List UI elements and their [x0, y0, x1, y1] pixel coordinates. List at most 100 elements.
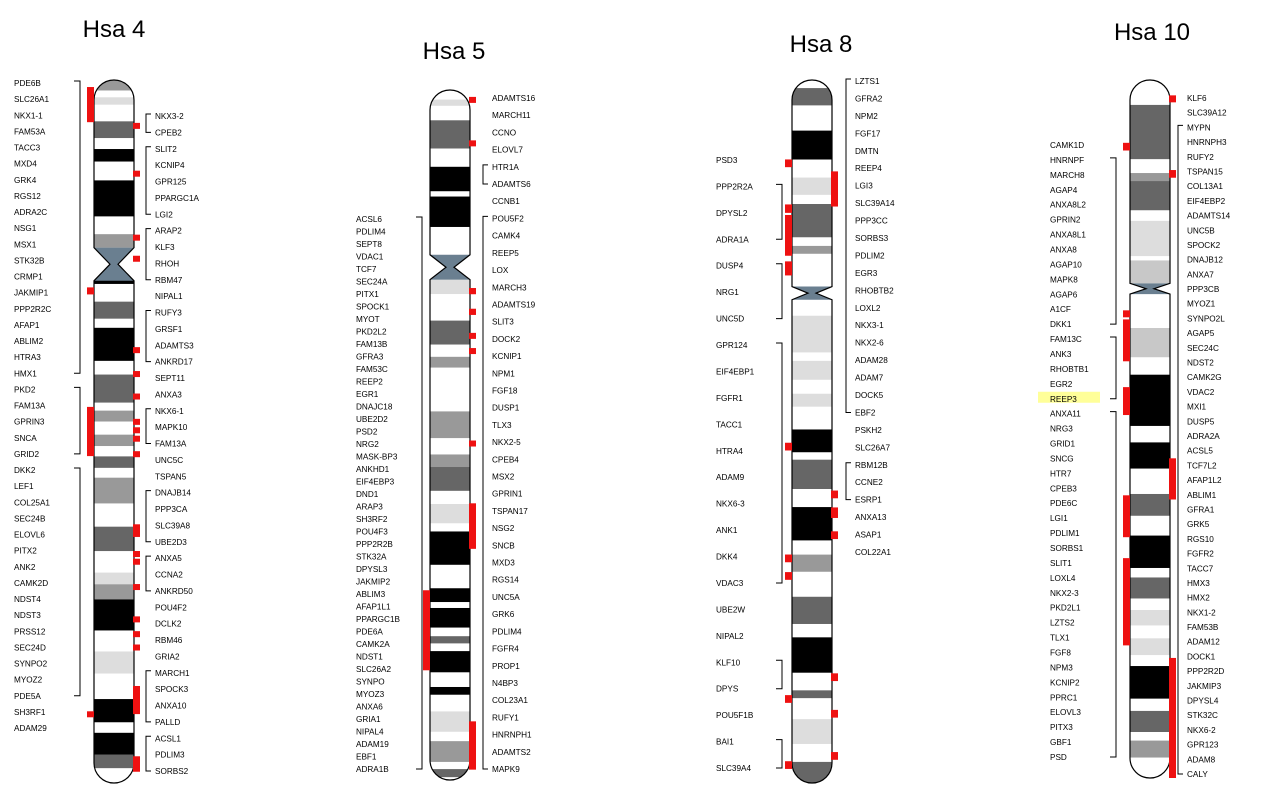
gene-label-left: CAMK2A: [356, 640, 390, 649]
gene-label-left: HTR7: [1050, 469, 1072, 478]
chromosome-band: [94, 456, 134, 469]
gene-label-right: SORBS3: [855, 234, 889, 243]
gene-label-left: HMX1: [14, 369, 37, 378]
chromosome-band: [792, 698, 832, 720]
gene-label-left: ELOVL3: [1050, 708, 1081, 717]
chromosome-band: [1130, 442, 1170, 469]
gene-label-right: ANXA5: [155, 554, 182, 563]
locus-marker-right: [1169, 95, 1176, 103]
gene-label-right: KCNIP4: [155, 161, 185, 170]
gene-label-left: FAM13B: [356, 340, 388, 349]
gene-label-left: NIPAL2: [716, 632, 744, 641]
gene-label-left: KCNIP2: [1050, 678, 1080, 687]
gene-label-right: ADAMTS6: [492, 180, 531, 189]
chromosome-band: [94, 754, 134, 769]
gene-label-right: TSPAN15: [1187, 167, 1223, 176]
gene-label-left: ANXA8L2: [1050, 201, 1086, 210]
gene-label-right: POU5F2: [492, 214, 524, 223]
gene-bracket: [145, 310, 151, 363]
gene-label-right: MYOZ1: [1187, 300, 1216, 309]
gene-label-right: MARCH1: [155, 669, 190, 678]
gene-label-right: NPM1: [492, 369, 515, 378]
gene-bracket: [776, 342, 783, 584]
gene-label-left: SNCG: [1050, 454, 1074, 463]
locus-marker-left: [785, 761, 792, 769]
gene-label-right: NKX1-2: [1187, 608, 1216, 617]
chromosome-band: [1130, 625, 1170, 639]
locus-marker-left: [785, 695, 792, 703]
gene-label-left: EGR2: [1050, 380, 1073, 389]
locus-marker-right: [133, 418, 140, 425]
chromosome-band: [792, 637, 832, 673]
chromosome-band: [792, 80, 832, 89]
gene-label-right: CPEB2: [155, 128, 182, 137]
gene-label-left: NKX6-3: [716, 500, 745, 509]
locus-marker-right: [1169, 458, 1176, 500]
gene-label-right: TLX3: [492, 421, 512, 430]
gene-label-right: SPOCK2: [1187, 241, 1221, 250]
locus-marker-right: [133, 170, 140, 177]
locus-marker-left: [1123, 142, 1130, 151]
locus-marker-left: [785, 204, 792, 213]
gene-label-right: HTR1A: [492, 163, 519, 172]
gene-label-right: LOXL2: [855, 304, 881, 313]
locus-marker-right: [469, 308, 476, 315]
gene-label-left: PDLIM4: [356, 228, 386, 237]
chromosome-band: [430, 777, 470, 780]
gene-label-left: GPRIN3: [14, 418, 45, 427]
gene-bracket: [145, 113, 151, 133]
gene-label-right: RBM47: [155, 276, 183, 285]
chromosome-band: [1130, 357, 1170, 375]
gene-label-right: SLC39A8: [155, 521, 190, 530]
chromosome-band: [94, 374, 134, 403]
locus-marker-right: [133, 122, 140, 129]
gene-label-left: ELOVL6: [14, 531, 45, 540]
chromosome-title-hsa10: Hsa 10: [1114, 19, 1190, 46]
chromosome-band: [94, 90, 134, 98]
chromosome-band: [430, 504, 470, 524]
gene-label-left: SPOCK1: [356, 303, 390, 312]
gene-label-right: FAM53B: [1187, 623, 1219, 632]
gene-label-left: A1CF: [1050, 305, 1071, 314]
chromosome-hsa10-group: Hsa 10: [1114, 19, 1190, 46]
locus-marker-left: [785, 442, 792, 451]
chromosome-band: [94, 434, 134, 447]
gene-label-right: MAPK10: [155, 423, 188, 432]
chromosome-band: [94, 630, 134, 652]
gene-label-right: RHOH: [155, 259, 179, 268]
gene-label-right: RUFY1: [492, 713, 519, 722]
chromosome-band: [94, 360, 134, 375]
gene-label-right: AFAP1L2: [1187, 476, 1222, 485]
chromosome-band: [1130, 710, 1170, 733]
locus-marker-right: [1169, 657, 1176, 778]
gene-label-left: TLX1: [1050, 634, 1070, 643]
chromosome-band: [94, 699, 134, 723]
chromosome-band: [94, 599, 134, 631]
chromosome-band: [1130, 609, 1170, 626]
chromosome-band: [430, 731, 470, 742]
chromosome-band: [1130, 666, 1170, 699]
chromosome-band: [94, 318, 134, 329]
gene-label-left: PSD3: [716, 156, 738, 165]
gene-label-right: STK32C: [1187, 711, 1218, 720]
gene-label-right: HNRNPH1: [492, 731, 532, 740]
locus-marker-right: [469, 332, 476, 339]
gene-label-right: CCNA2: [155, 571, 183, 580]
gene-label-right: LOX: [492, 266, 509, 275]
gene-label-left: VDAC3: [716, 579, 744, 588]
locus-marker-right: [133, 234, 140, 241]
chromosome-band: [430, 191, 470, 197]
gene-label-left: GFRA3: [356, 353, 384, 362]
gene-label-left: ANXA6: [356, 703, 383, 712]
chromosome-band: [1130, 316, 1170, 329]
gene-label-right: SORBS2: [155, 767, 189, 776]
gene-label-left: STK32A: [356, 553, 387, 562]
gene-label-left: PSD: [1050, 753, 1067, 762]
gene-label-left: PITX2: [14, 547, 37, 556]
gene-label-right: ASAP1: [855, 531, 882, 540]
gene-label-left: NIPAL4: [356, 728, 384, 737]
gene-label-right: MARCH3: [492, 283, 527, 292]
chromosome-band: [430, 105, 470, 121]
gene-label-left: ANKHD1: [356, 465, 390, 474]
gene-label-left: PITX1: [356, 290, 379, 299]
